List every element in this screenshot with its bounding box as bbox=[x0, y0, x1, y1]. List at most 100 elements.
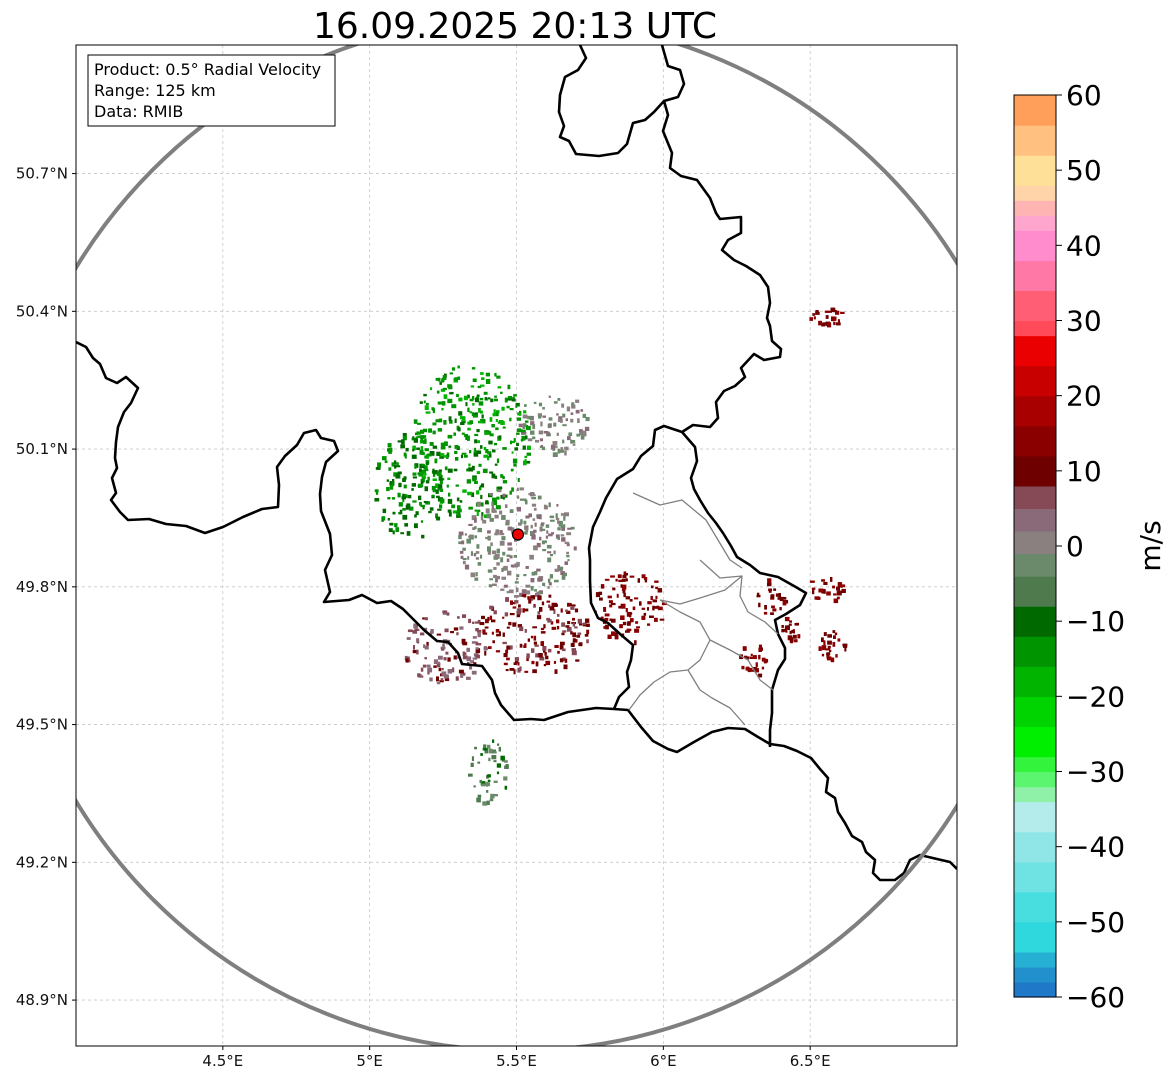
colorbar-band-8 bbox=[1014, 786, 1056, 803]
echo-pixel bbox=[650, 595, 653, 601]
echo-pixel bbox=[609, 604, 613, 608]
echo-pixel bbox=[476, 490, 480, 495]
echo-pixel bbox=[480, 781, 486, 786]
echo-pixel bbox=[586, 623, 590, 627]
echo-pixel bbox=[516, 487, 519, 491]
echo-pixel bbox=[525, 435, 528, 440]
echo-pixel bbox=[579, 642, 583, 647]
echo-pixel bbox=[510, 527, 515, 532]
echo-pixel bbox=[768, 589, 772, 593]
colorbar-band-20 bbox=[1014, 485, 1056, 510]
echo-pixel bbox=[505, 764, 509, 769]
echo-pixel bbox=[609, 618, 613, 621]
echo-pixel bbox=[471, 367, 476, 370]
echo-pixel bbox=[821, 653, 825, 657]
colorbar-band-2 bbox=[1014, 951, 1056, 968]
echo-pixel bbox=[451, 404, 457, 409]
echo-pixel bbox=[501, 515, 506, 520]
echo-pixel bbox=[639, 601, 642, 606]
echo-pixel bbox=[400, 444, 405, 449]
echo-pixel bbox=[477, 761, 481, 764]
echo-pixel bbox=[567, 602, 571, 607]
echo-pixel bbox=[472, 636, 477, 639]
echo-pixel bbox=[582, 413, 587, 418]
echo-pixel bbox=[545, 660, 551, 666]
echo-pixel bbox=[400, 532, 404, 535]
echo-pixel bbox=[585, 417, 590, 422]
echo-pixel bbox=[403, 484, 407, 489]
echo-pixel bbox=[467, 394, 470, 399]
echo-pixel bbox=[392, 530, 395, 535]
echo-pixel bbox=[564, 541, 570, 544]
echo-pixel bbox=[641, 607, 646, 610]
echo-pixel bbox=[522, 426, 526, 430]
echo-pixel bbox=[467, 491, 473, 496]
echo-pixel bbox=[809, 580, 815, 583]
echo-pixel bbox=[493, 760, 497, 763]
echo-pixel bbox=[571, 404, 576, 409]
echo-pixel bbox=[557, 398, 561, 401]
echo-pixel bbox=[429, 507, 434, 511]
echo-pixel bbox=[761, 657, 766, 662]
x-tick-label-3: 6°E bbox=[650, 1052, 677, 1070]
echo-pixel bbox=[564, 446, 569, 451]
echo-region-cell-6.57e-south bbox=[818, 630, 848, 663]
echo-pixel bbox=[483, 646, 487, 651]
echo-pixel bbox=[527, 438, 533, 442]
echo-pixel bbox=[530, 492, 533, 496]
echo-pixel bbox=[427, 667, 433, 673]
colorbar-band-28 bbox=[1014, 260, 1056, 292]
echo-pixel bbox=[539, 656, 545, 661]
echo-pixel bbox=[397, 440, 402, 443]
echo-pixel bbox=[412, 436, 415, 439]
echo-pixel bbox=[536, 568, 541, 572]
echo-pixel bbox=[542, 582, 546, 587]
echo-pixel bbox=[435, 513, 438, 519]
echo-pixel bbox=[513, 438, 516, 442]
echo-pixel bbox=[438, 655, 443, 660]
echo-pixel bbox=[513, 662, 517, 665]
echo-pixel bbox=[461, 416, 466, 421]
echo-pixel bbox=[526, 452, 531, 456]
echo-pixel bbox=[514, 600, 519, 604]
echo-pixel bbox=[643, 577, 648, 580]
echo-pixel bbox=[603, 626, 607, 629]
echo-pixel bbox=[530, 430, 535, 435]
echo-pixel bbox=[531, 648, 535, 653]
echo-pixel bbox=[555, 534, 559, 538]
echo-pixel bbox=[574, 608, 579, 613]
colorbar-band-18 bbox=[1014, 530, 1056, 555]
echo-pixel bbox=[406, 503, 411, 507]
echo-pixel bbox=[547, 578, 551, 583]
echo-pixel bbox=[837, 592, 842, 596]
echo-pixel bbox=[520, 519, 523, 524]
echo-pixel bbox=[584, 634, 589, 637]
echo-pixel bbox=[497, 421, 501, 424]
echo-pixel bbox=[438, 474, 443, 479]
echo-pixel bbox=[458, 411, 463, 416]
echo-pixel bbox=[480, 419, 486, 424]
echo-pixel bbox=[655, 595, 658, 599]
echo-pixel bbox=[456, 632, 459, 636]
echo-pixel bbox=[553, 401, 558, 404]
echo-pixel bbox=[533, 595, 536, 600]
echo-pixel bbox=[659, 618, 665, 621]
echo-pixel bbox=[398, 482, 402, 488]
echo-pixel bbox=[386, 487, 390, 492]
echo-pixel bbox=[784, 625, 788, 630]
echo-pixel bbox=[412, 476, 417, 479]
echo-pixel bbox=[467, 436, 470, 441]
colorbar-tick-label-6: 0 bbox=[1066, 530, 1084, 563]
echo-pixel bbox=[386, 479, 389, 482]
echo-pixel bbox=[632, 606, 636, 611]
echo-pixel bbox=[466, 656, 472, 662]
echo-pixel bbox=[516, 577, 519, 580]
echo-pixel bbox=[561, 574, 566, 580]
echo-pixel bbox=[475, 572, 478, 577]
echo-pixel bbox=[489, 471, 494, 474]
echo-pixel bbox=[441, 671, 447, 676]
colorbar-band-12 bbox=[1014, 696, 1056, 727]
echo-pixel bbox=[473, 662, 477, 665]
echo-pixel bbox=[505, 521, 510, 526]
echo-pixel bbox=[449, 420, 453, 424]
